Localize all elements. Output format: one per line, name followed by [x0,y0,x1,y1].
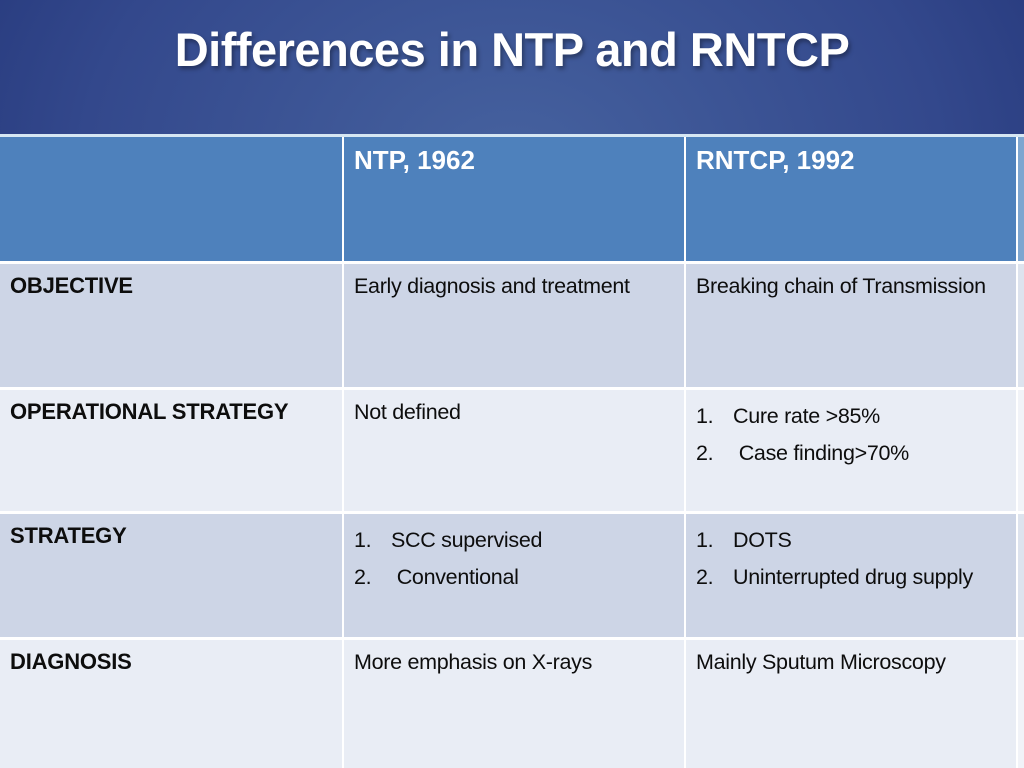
list-item: 2. Uninterrupted drug supply [696,559,1006,596]
numbered-list: 1. DOTS 2. Uninterrupted drug supply [696,522,1006,596]
list-item-number: 1. [696,404,714,428]
numbered-list: 1. SCC supervised 2. Conventional [354,522,674,596]
list-item: 1. SCC supervised [354,522,674,559]
col-header-ntp: NTP, 1962 [344,137,684,261]
row-label-strategy: STRATEGY [0,514,342,637]
table-right-edge [1018,514,1024,637]
list-item-text: Cure rate >85% [733,404,880,428]
list-item: 1. Cure rate >85% [696,398,1006,435]
table-right-edge [1018,264,1024,387]
col-header-rntcp: RNTCP, 1992 [686,137,1016,261]
row-label-objective: OBJECTIVE [0,264,342,387]
cell-strategy-rntcp: 1. DOTS 2. Uninterrupted drug supply [686,514,1016,637]
list-item: 1. DOTS [696,522,1006,559]
cell-diagnosis-ntp: More emphasis on X-rays [344,640,684,768]
row-label-diagnosis: DIAGNOSIS [0,640,342,768]
corner-header-cell [0,137,342,261]
row-label-operational-strategy: OPERATIONAL STRATEGY [0,390,342,511]
list-item-number: 2. [696,565,714,589]
list-item-number: 1. [354,528,372,552]
numbered-list: 1. Cure rate >85% 2. Case finding>70% [696,398,1006,472]
list-item-text: Case finding>70% [733,441,910,465]
list-item-text: Conventional [391,565,519,589]
table-right-edge [1018,137,1024,261]
list-item-text: DOTS [733,528,792,552]
slide-title: Differences in NTP and RNTCP [174,23,850,76]
list-item-number: 2. [354,565,372,589]
comparison-table: NTP, 1962 RNTCP, 1992 OBJECTIVE Early di… [0,134,1024,768]
list-item-number: 1. [696,528,714,552]
list-item: 2. Conventional [354,559,674,596]
cell-operational-strategy-rntcp: 1. Cure rate >85% 2. Case finding>70% [686,390,1016,511]
cell-diagnosis-rntcp: Mainly Sputum Microscopy [686,640,1016,768]
list-item: 2. Case finding>70% [696,435,1006,472]
list-item-number: 2. [696,441,714,465]
list-item-text: SCC supervised [391,528,543,552]
cell-objective-ntp: Early diagnosis and treatment [344,264,684,387]
cell-strategy-ntp: 1. SCC supervised 2. Conventional [344,514,684,637]
cell-objective-rntcp: Breaking chain of Transmission [686,264,1016,387]
table-right-edge [1018,640,1024,768]
table-right-edge [1018,390,1024,511]
cell-operational-strategy-ntp: Not defined [344,390,684,511]
list-item-text: Uninterrupted drug supply [733,565,973,589]
